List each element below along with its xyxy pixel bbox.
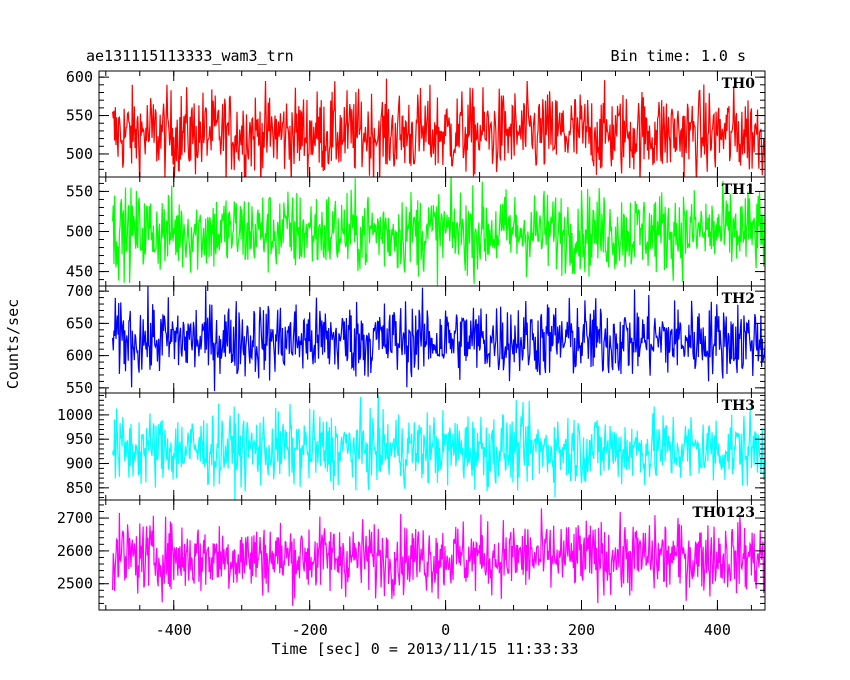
y-tick-label: 500 xyxy=(66,223,93,241)
x-tick-label: 400 xyxy=(704,621,731,639)
panel-label-th0123: TH0123 xyxy=(692,505,755,521)
chart-title: ae131115113333_wam3_trn xyxy=(86,47,294,65)
series-line-th0123 xyxy=(111,508,765,606)
y-tick-label: 550 xyxy=(66,379,93,397)
y-tick-label: 2500 xyxy=(57,575,93,593)
x-tick-label: -200 xyxy=(292,621,328,639)
y-tick-label: 700 xyxy=(66,282,93,300)
y-tick-label: 950 xyxy=(66,430,93,448)
y-tick-label: 550 xyxy=(66,182,93,200)
y-tick-label: 850 xyxy=(66,479,93,497)
bin-time-label: Bin time: 1.0 s xyxy=(611,47,746,65)
x-tick-label: -400 xyxy=(156,621,192,639)
y-tick-label: 550 xyxy=(66,107,93,125)
panel-label-th2: TH2 xyxy=(722,291,755,307)
series-line-th1 xyxy=(111,177,765,286)
y-tick-label: 900 xyxy=(66,455,93,473)
x-axis-label: Time [sec] 0 = 2013/11/15 11:33:33 xyxy=(271,640,578,658)
y-tick-label: 600 xyxy=(66,68,93,86)
panel-frame xyxy=(98,499,766,611)
panels-group: 500 550 600 TH0 450 500 550 TH1 550 600 650 700 TH2 8… xyxy=(57,68,766,639)
x-tick-label: 0 xyxy=(441,621,450,639)
series-line-th3 xyxy=(111,394,765,500)
x-tick-label: 200 xyxy=(568,621,595,639)
y-tick-label: 600 xyxy=(66,347,93,365)
y-tick-label: 500 xyxy=(66,145,93,163)
y-tick-label: 2700 xyxy=(57,509,93,527)
y-tick-label: 450 xyxy=(66,263,93,281)
panel-label-th0: TH0 xyxy=(722,76,756,92)
panel-label-th3: TH3 xyxy=(722,398,755,414)
y-axis-label: Counts/sec xyxy=(4,299,22,389)
panel-label-th1: TH1 xyxy=(722,182,755,198)
y-tick-label: 650 xyxy=(66,314,93,332)
series-line-th2 xyxy=(111,286,765,392)
series-line-th0 xyxy=(111,78,765,177)
y-tick-label: 2600 xyxy=(57,542,93,560)
y-tick-label: 1000 xyxy=(57,406,93,424)
